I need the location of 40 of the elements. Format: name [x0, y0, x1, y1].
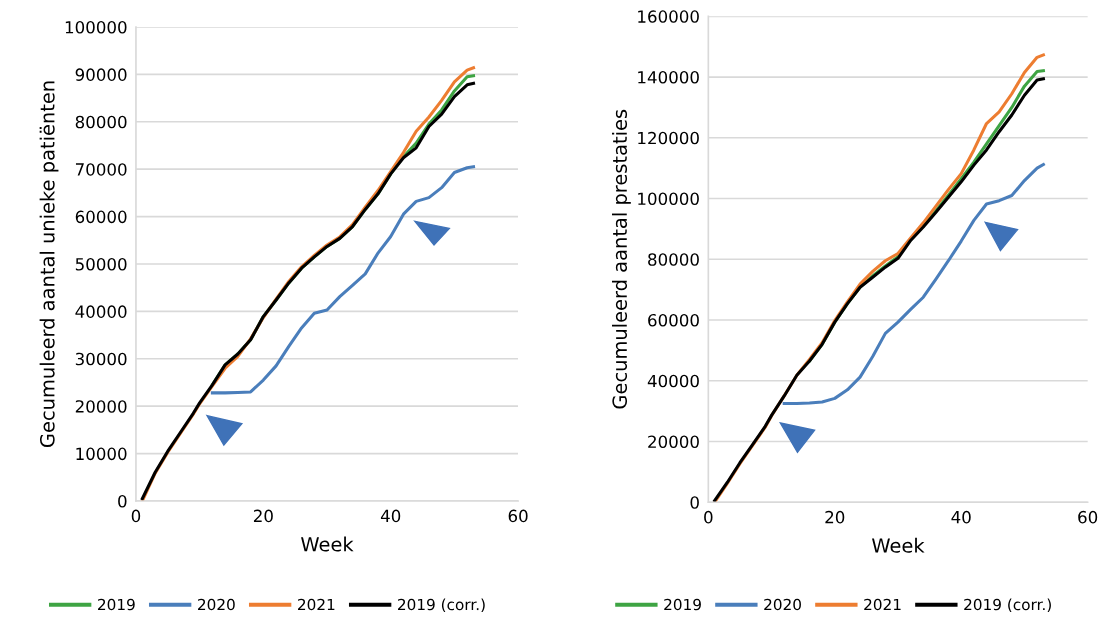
x-tick-label: 60 — [1078, 510, 1098, 524]
legend-label: 2019 (corr.) — [398, 598, 485, 613]
y-axis-title: Gecumuleerd aantal prestaties — [611, 109, 631, 409]
legend-label: 2021 — [864, 598, 901, 611]
legend-label: 2020 — [198, 598, 235, 611]
y-tick-label: 120000 — [638, 131, 699, 145]
y-tick-label: 0 — [690, 496, 699, 509]
y-tick-label: 90000 — [75, 68, 127, 81]
y-tick-label: 20000 — [648, 435, 699, 449]
y-tick-label: 30000 — [75, 352, 127, 366]
y-tick-label: 40000 — [75, 305, 127, 318]
x-tick-label: 60 — [508, 509, 528, 523]
y-tick-label: 50000 — [75, 257, 127, 271]
x-tick-label: 20 — [825, 510, 845, 524]
y-tick-label: 60000 — [648, 313, 699, 327]
legend-label: 2019 (corr.) — [964, 598, 1051, 613]
x-tick-label: 0 — [704, 510, 713, 524]
y-tick-label: 40000 — [647, 374, 699, 388]
legend-label: 2020 — [764, 598, 801, 611]
y-tick-label: 20000 — [75, 400, 127, 413]
x-axis-title: Week — [301, 536, 354, 552]
y-tick-label: 160000 — [638, 10, 699, 23]
x-tick-label: 40 — [951, 510, 971, 524]
x-tick-label: 20 — [253, 509, 273, 523]
y-tick-label: 0 — [118, 494, 127, 508]
legend-label: 2019 — [98, 598, 135, 611]
x-tick-label: 0 — [131, 509, 141, 523]
y-tick-label: 60000 — [75, 210, 127, 224]
y-axis-title: Gecumuleerd aantal unieke patiënten — [39, 81, 59, 448]
x-axis-title: Week — [872, 537, 925, 553]
y-tick-label: 80000 — [648, 253, 699, 266]
y-tick-label: 140000 — [638, 71, 699, 84]
legend-label: 2019 — [664, 598, 701, 611]
y-tick-label: 100000 — [638, 192, 699, 206]
x-tick-label: 40 — [380, 509, 401, 523]
y-tick-label: 70000 — [75, 163, 127, 176]
y-tick-label: 10000 — [76, 447, 127, 461]
y-tick-label: 100000 — [65, 20, 127, 34]
y-tick-label: 80000 — [75, 115, 127, 129]
legend-label: 2021 — [298, 598, 335, 611]
